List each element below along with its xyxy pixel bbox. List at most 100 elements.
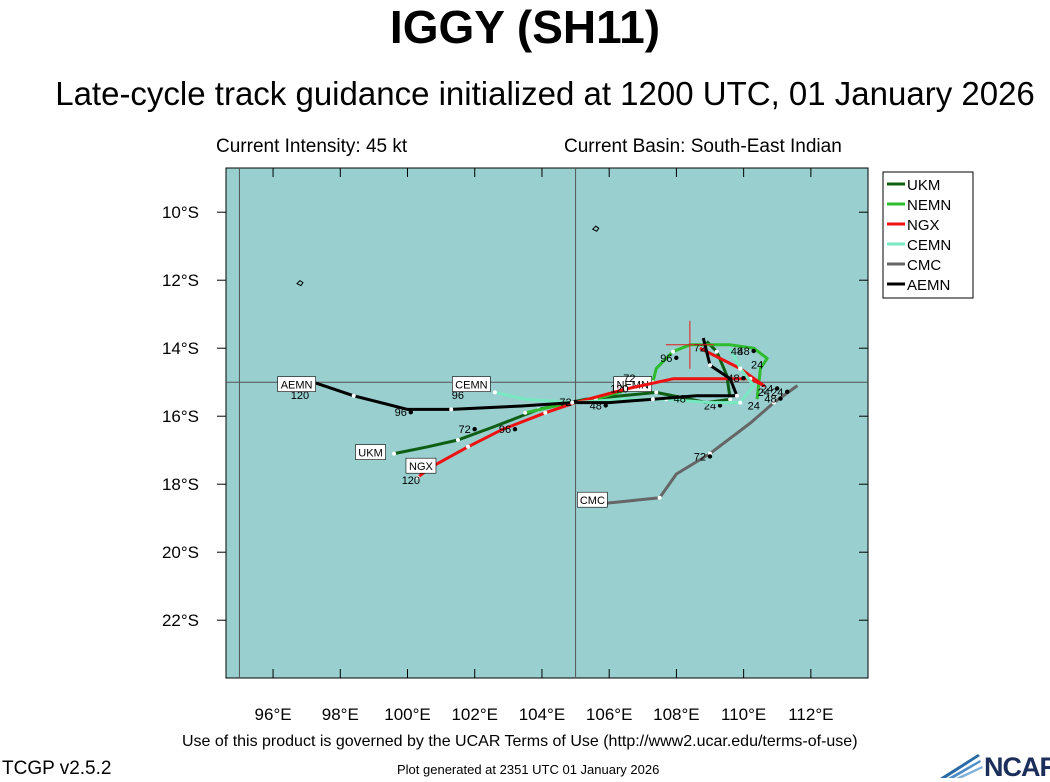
track-point — [523, 410, 528, 415]
y-tick-label: 22°S — [162, 611, 199, 630]
x-tick-label: 98°E — [322, 705, 359, 724]
forecast-hour-label: 24 — [748, 400, 760, 412]
forecast-hour-label: 96 — [499, 424, 511, 436]
track-end-label: CMC — [580, 495, 605, 507]
x-tick-label: 106°E — [586, 705, 633, 724]
forecast-hour-label: 72 — [459, 424, 471, 436]
forecast-hour-label: 48 — [764, 394, 776, 406]
forecast-hour-dot — [774, 386, 780, 391]
track-point — [623, 387, 628, 391]
forecast-hour-label: 72 — [694, 343, 706, 355]
track-point — [650, 397, 655, 402]
x-tick-label: 112°E — [788, 705, 833, 724]
legend-label-cemn: CEMN — [907, 237, 951, 254]
track-end-box — [405, 457, 437, 474]
track-point — [415, 475, 420, 480]
forecast-hour-dot — [674, 355, 679, 360]
track-point — [570, 400, 575, 405]
track-end-label: CEMN — [455, 380, 487, 392]
track-end-label: AEMN — [281, 380, 313, 392]
legend-label-ukm: UKM — [907, 177, 940, 194]
forecast-hour-dot — [717, 403, 723, 408]
forecast-hour-label: 24 — [761, 383, 773, 395]
forecast-hour-dot — [778, 396, 783, 401]
track-end-hour: 96 — [452, 390, 464, 402]
forecast-hour-label: 48 — [731, 346, 743, 358]
y-tick-label: 14°S — [162, 339, 199, 358]
track-end-hour: 120 — [402, 475, 420, 487]
legend-box — [882, 171, 974, 299]
forecast-hour-label: 72 — [623, 373, 635, 385]
track-end-box — [452, 376, 491, 392]
terms-of-use: Use of this product is governed by the U… — [182, 733, 858, 750]
track-point — [771, 400, 776, 405]
y-tick-label: 16°S — [162, 407, 199, 426]
forecast-hour-dot — [741, 376, 746, 381]
page-title: IGGY (SH11) — [389, 1, 661, 53]
track-point — [466, 444, 471, 449]
cocos-islands — [296, 279, 304, 287]
forecast-hour-dot — [785, 389, 790, 394]
track-ukm — [393, 340, 732, 456]
track-point — [455, 438, 460, 442]
y-tick-label: 20°S — [162, 543, 199, 562]
track-point — [714, 349, 719, 354]
generated-timestamp: Plot generated at 2351 UTC 01 January 20… — [397, 762, 660, 777]
track-point — [392, 451, 397, 456]
forecast-hour-label: 24 — [758, 387, 770, 399]
track-point — [671, 349, 676, 354]
track-point — [654, 390, 659, 395]
track-end-box — [277, 376, 316, 392]
track-point — [734, 393, 739, 398]
y-tick-label: 12°S — [162, 271, 199, 290]
christmas-island — [591, 225, 600, 232]
forecast-hour-dot — [707, 454, 713, 459]
x-tick-label: 108°E — [653, 705, 700, 724]
track-point — [738, 366, 743, 371]
track-aemn — [312, 337, 739, 411]
forecast-hour-dot — [512, 427, 518, 432]
x-tick-label: 110°E — [721, 705, 766, 724]
forecast-hour-label: 48 — [674, 394, 686, 406]
forecast-hour-dot — [603, 403, 608, 408]
track-end-label: UKM — [358, 448, 382, 460]
x-tick-label: 96°E — [255, 705, 292, 724]
plot-area — [225, 167, 869, 679]
legend-label-ngx: NGX — [907, 217, 940, 234]
x-tick-label: 104°E — [519, 705, 566, 724]
track-end-box — [355, 444, 386, 460]
track-point — [492, 390, 497, 395]
forecast-hour-dot — [408, 410, 413, 415]
track-end-box — [577, 491, 608, 508]
forecast-hour-dot — [472, 427, 477, 432]
track-ngx — [416, 346, 766, 479]
forecast-hour-label: 24 — [771, 387, 783, 399]
current-basin: Current Basin: South-East Indian — [564, 136, 842, 157]
forecast-hour-label: 72 — [694, 451, 706, 463]
forecast-hour-label: 48 — [727, 373, 739, 385]
legend-label-cmc: CMC — [907, 257, 941, 274]
x-tick-label: 102°E — [451, 705, 498, 724]
track-point — [543, 410, 548, 415]
version-label: TCGP v2.5.2 — [2, 758, 112, 779]
track-point — [449, 407, 454, 412]
track-cmc — [592, 384, 799, 507]
x-tick-label: 100°E — [384, 705, 431, 724]
track-nemn-branch — [689, 343, 769, 400]
track-end-label: NGX — [409, 461, 434, 473]
legend-label-nemn: NEMN — [907, 197, 951, 214]
current-intensity: Current Intensity: 45 kt — [216, 136, 408, 157]
track-cemn — [494, 347, 756, 405]
track-point — [728, 397, 733, 402]
ncar-logo-text: NCAR — [984, 752, 1050, 782]
y-tick-label: 10°S — [162, 203, 199, 222]
ncar-logo-icon — [940, 754, 983, 778]
forecast-hour-dot — [751, 348, 756, 354]
forecast-hour-label: 48 — [738, 346, 750, 358]
track-point — [738, 400, 743, 405]
track-point — [708, 363, 713, 368]
track-end-hour: 120 — [291, 390, 309, 402]
page-subtitle: Late-cycle track guidance initialized at… — [55, 75, 1035, 112]
track-point — [657, 495, 662, 500]
